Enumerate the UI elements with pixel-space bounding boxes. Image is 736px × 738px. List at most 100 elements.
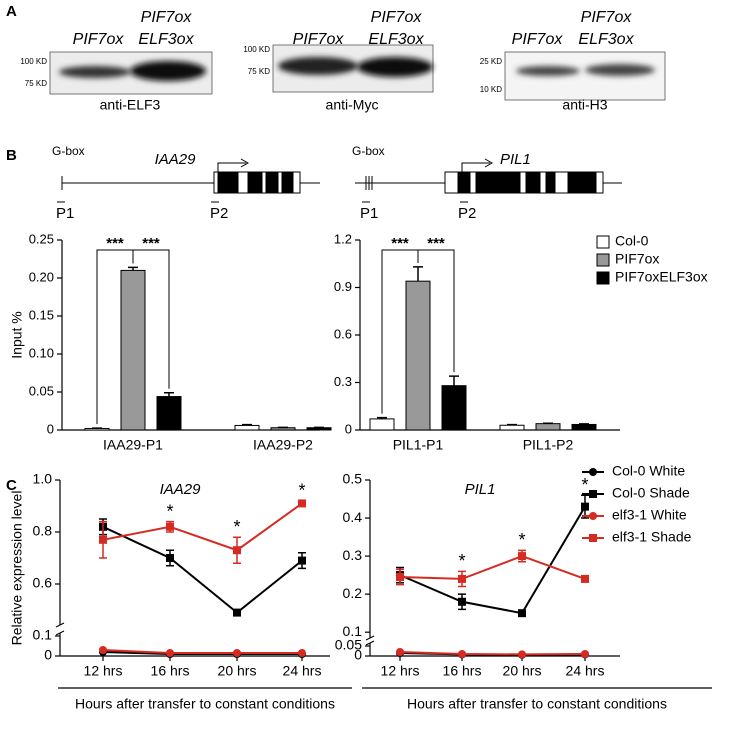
significance-label: * xyxy=(298,481,305,501)
y-tick-label: 0.25 xyxy=(29,231,54,246)
error-bar xyxy=(413,266,423,282)
lane-label: PIF7ox xyxy=(293,31,345,48)
y-tick-label: 0 xyxy=(47,421,54,436)
gene-name: IAA29 xyxy=(155,151,197,168)
y-tick-label: 1.2 xyxy=(334,231,352,246)
y-tick-label: 0 xyxy=(44,647,52,663)
point xyxy=(518,552,526,561)
y-axis-label: Input % xyxy=(9,311,25,358)
significance-label: * xyxy=(581,475,588,495)
point xyxy=(458,574,466,583)
y-tick-label: 0.4 xyxy=(343,509,363,525)
y-tick-label: 0.1 xyxy=(343,623,363,639)
y-tick-label: 1.0 xyxy=(33,471,53,487)
point xyxy=(589,512,597,520)
marker-label: 10 KD xyxy=(480,85,502,94)
legend-swatch xyxy=(596,271,610,285)
lane-label: PIF7ox xyxy=(141,9,193,26)
blot: PIF7ox PIF7ox ELF3ox 100 KD 75 KD anti-E… xyxy=(20,9,213,113)
legend-swatch xyxy=(596,235,610,249)
x-tick-label: 20 hrs xyxy=(218,663,257,679)
legend-label: PIF7ox xyxy=(615,251,659,267)
y-tick-label: 0.05 xyxy=(335,637,362,653)
bar xyxy=(535,423,561,431)
lane-label: PIF7ox xyxy=(581,9,633,26)
y-tick-label: 0.5 xyxy=(343,471,363,487)
significance-label: *** xyxy=(391,235,409,252)
series-line xyxy=(399,651,586,656)
point xyxy=(518,650,526,659)
lane-label: PIF7ox xyxy=(73,31,125,48)
error-bar xyxy=(128,266,138,271)
point xyxy=(99,646,107,654)
series-line xyxy=(399,506,586,615)
bar xyxy=(405,280,431,431)
x-axis-label: Hours after transfer to constant conditi… xyxy=(407,696,667,712)
y-tick-label: 0.15 xyxy=(29,307,54,322)
lane-label: ELF3ox xyxy=(138,31,194,48)
lane-label: PIF7ox xyxy=(512,31,564,48)
significance-label: * xyxy=(233,517,240,537)
significance-label: * xyxy=(166,501,173,521)
gene-diagram xyxy=(57,158,320,203)
bar xyxy=(234,424,260,431)
point xyxy=(233,608,241,617)
point xyxy=(298,556,306,565)
gene-name: PIL1 xyxy=(500,151,531,168)
point xyxy=(166,522,174,531)
significance-label: * xyxy=(518,530,525,550)
y-tick-label: 0.9 xyxy=(334,279,352,294)
marker-label: 100 KD xyxy=(20,57,47,66)
x-tick-label: 20 hrs xyxy=(503,663,542,679)
lane-label: ELF3ox xyxy=(368,31,424,48)
y-tick-label: 0.1 xyxy=(33,627,53,643)
point xyxy=(581,574,589,583)
panel-label: C xyxy=(6,477,17,494)
y-tick-label: 0.6 xyxy=(33,575,53,591)
point xyxy=(589,468,597,476)
antibody-label: anti-Myc xyxy=(326,97,379,113)
y-axis-label: Relative expression level xyxy=(9,491,25,646)
axis-break xyxy=(55,622,65,636)
blot: PIF7ox PIF7ox ELF3ox 100 KD 75 KD anti-M… xyxy=(243,9,434,113)
y-tick-label: 0.20 xyxy=(29,269,54,284)
bar xyxy=(369,418,395,431)
panel-label: B xyxy=(6,147,17,164)
antibody-label: anti-H3 xyxy=(562,97,607,113)
y-tick-label: 0.6 xyxy=(334,326,352,341)
bar xyxy=(499,424,525,431)
bar xyxy=(156,396,182,431)
x-axis-label: Hours after transfer to constant conditi… xyxy=(75,696,335,712)
series-line xyxy=(102,649,302,654)
x-tick-label: 12 hrs xyxy=(84,663,123,679)
primer-label: P2 xyxy=(210,205,228,222)
bar xyxy=(441,385,467,431)
point xyxy=(166,554,174,562)
bar xyxy=(571,423,597,431)
error-bar xyxy=(449,375,459,386)
marker-label: 100 KD xyxy=(243,45,270,54)
y-tick-label: 0 xyxy=(354,647,362,663)
point xyxy=(589,490,597,498)
x-tick-label: PIL1-P1 xyxy=(393,437,444,453)
legend-label: elf3-1 White xyxy=(612,507,687,523)
significance-bracket xyxy=(132,249,170,389)
point xyxy=(589,534,597,542)
legend-label: PIF7oxELF3ox xyxy=(615,269,708,285)
significance-label: * xyxy=(458,551,465,571)
legend-label: Col-0 White xyxy=(612,463,685,479)
error-bar xyxy=(164,392,174,397)
primer-label: P2 xyxy=(458,205,476,222)
significance-label: *** xyxy=(427,235,445,252)
point xyxy=(99,535,107,544)
gbox-label: G-box xyxy=(52,144,85,158)
legend-swatch xyxy=(596,253,610,267)
point xyxy=(298,649,306,657)
lane-label: ELF3ox xyxy=(578,31,634,48)
gene-diagram xyxy=(355,158,622,203)
y-tick-label: 0.3 xyxy=(343,547,363,563)
y-tick-label: 0 xyxy=(345,421,352,436)
x-tick-label: 12 hrs xyxy=(381,663,420,679)
x-tick-label: 16 hrs xyxy=(443,663,482,679)
